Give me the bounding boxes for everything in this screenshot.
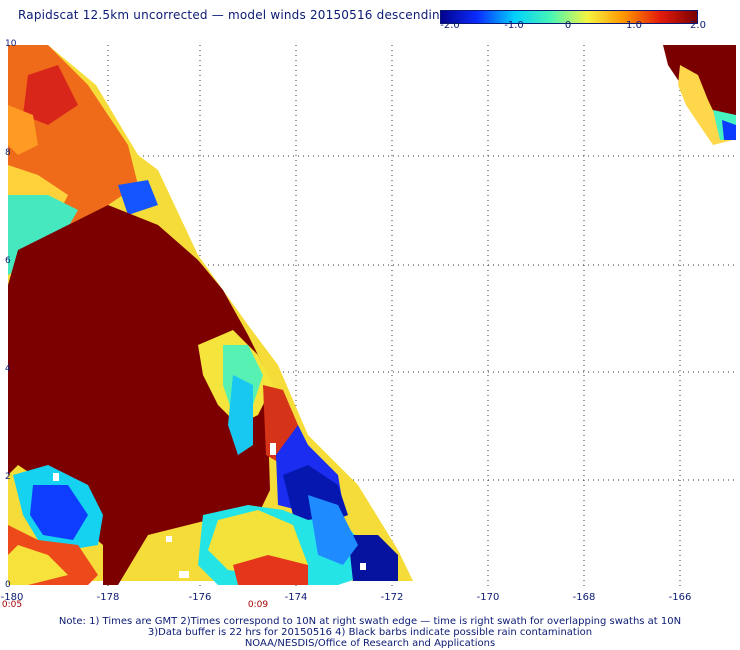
note-line: 3)Data buffer is 22 hrs for 20150516 4) … (147, 627, 593, 638)
y-tick-label: 0 (5, 580, 11, 590)
x-tick-label: -176 (188, 592, 212, 603)
data-patch (23, 65, 78, 125)
y-tick-label: 4 (5, 364, 11, 374)
swath-data (8, 45, 736, 585)
x-tick-label: -166 (668, 592, 692, 603)
y-tick-label: 8 (5, 148, 11, 158)
time-label: 0:05 (1, 600, 23, 610)
y-tick-label: 6 (5, 256, 11, 266)
data-patch (8, 105, 38, 155)
data-patch (118, 180, 158, 215)
colorbar-tick: -1.0 (504, 20, 524, 31)
colorbar-tick: 2.0 (690, 20, 706, 31)
data-gap (53, 473, 59, 481)
map-title: Rapidscat 12.5km uncorrected — model win… (18, 8, 448, 22)
data-patch (8, 545, 68, 585)
colorbar-tick: 1.0 (626, 20, 642, 31)
x-tick-label: -172 (380, 592, 404, 603)
note-line: NOAA/NESDIS/Office of Research and Appli… (244, 638, 496, 649)
y-tick-label: 10 (5, 39, 17, 49)
x-tick-label: -170 (476, 592, 500, 603)
colorbar-tick: 0 (564, 20, 572, 31)
x-tick-label: -178 (96, 592, 120, 603)
x-tick-label: -180 (0, 592, 24, 603)
data-patch (228, 375, 253, 455)
data-patch (722, 120, 736, 140)
data-gap (360, 563, 366, 570)
data-gap (270, 443, 276, 455)
footnote: Note: 1) Times are GMT 2)Times correspon… (0, 616, 740, 649)
note-line: Note: 1) Times are GMT 2)Times correspon… (58, 616, 682, 627)
x-tick-label: -168 (572, 592, 596, 603)
time-label: 0:09 (247, 600, 269, 610)
data-gap (166, 536, 172, 542)
data-patch (308, 495, 358, 565)
data-patch (233, 555, 308, 585)
y-tick-label: 2 (5, 472, 11, 482)
colorbar (440, 10, 698, 24)
data-gap (179, 571, 189, 578)
wind-difference-map (8, 45, 736, 586)
colorbar-tick: -2.0 (440, 20, 460, 31)
x-tick-label: -174 (284, 592, 308, 603)
data-patch (30, 485, 88, 540)
